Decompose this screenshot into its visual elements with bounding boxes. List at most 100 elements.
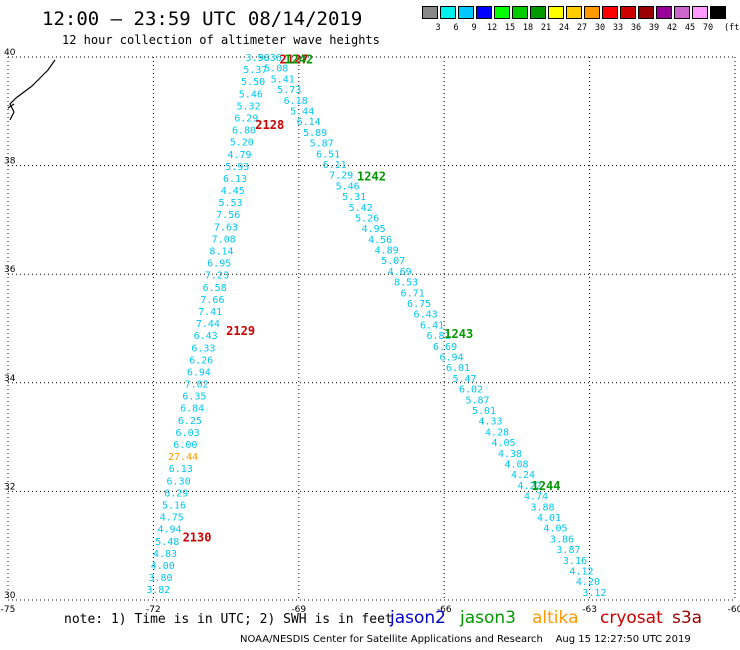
scale-swatch <box>494 6 510 19</box>
track-left-value: 7.41 <box>198 307 222 318</box>
scale-swatch <box>512 6 528 19</box>
scale-unit: (ft) <box>724 23 740 33</box>
track-right-value: 5.36 <box>258 53 282 64</box>
track-left-value: 6.13 <box>169 464 193 475</box>
track-right-value: 6.01 <box>446 363 470 374</box>
y-tick-label: 38 <box>4 157 16 167</box>
track-right-value: 5.47 <box>453 374 477 385</box>
pass-label: 2130 <box>183 531 212 545</box>
track-right-value: 3.86 <box>550 534 574 545</box>
scale-swatch <box>602 6 618 19</box>
track-left-value: 3.82 <box>146 585 170 596</box>
scale-label: 24 <box>558 23 570 33</box>
track-left-value: 5.32 <box>237 101 261 112</box>
track-right-value: 6.71 <box>401 288 425 299</box>
track-right-value: 4.69 <box>388 267 412 278</box>
track-left-value: 6.94 <box>187 367 211 378</box>
scale-swatch <box>620 6 636 19</box>
track-right-value: 4.74 <box>524 492 548 503</box>
track-right-value: 4.56 <box>368 235 392 246</box>
scale-label: 27 <box>576 23 588 33</box>
track-left-value: 3.98 <box>246 53 270 64</box>
track-left-value: 6.13 <box>223 174 247 185</box>
scale-swatch <box>548 6 564 19</box>
track-left-value: 6.80 <box>232 126 256 137</box>
scale-swatch <box>638 6 654 19</box>
track-left-value: 6.35 <box>182 392 206 403</box>
pass-label: 1242 <box>284 53 313 67</box>
x-tick-label: -69 <box>291 605 306 615</box>
track-left-value: 6.03 <box>176 428 200 439</box>
track-left-value: 7.23 <box>205 271 229 282</box>
scale-swatch <box>584 6 600 19</box>
y-tick-label: 30 <box>4 591 16 601</box>
track-right-value: 6.14 <box>297 117 321 128</box>
track-left-value: 6.25 <box>178 416 202 427</box>
track-right-value: 4.05 <box>543 524 567 535</box>
scale-label: 12 <box>486 23 498 33</box>
track-left-value: 27.44 <box>168 452 198 463</box>
scale-label: 6 <box>453 23 459 33</box>
scale-swatch <box>440 6 456 19</box>
track-left-value: 7.66 <box>200 295 224 306</box>
track-right-value: 3.12 <box>582 588 606 599</box>
track-right-value: 5.87 <box>310 139 334 150</box>
track-left-value: 4.83 <box>153 549 177 560</box>
pass-label: 1243 <box>444 327 473 341</box>
scale-swatch <box>476 6 492 19</box>
track-right-value: 4.05 <box>491 438 515 449</box>
track-left-value: 4.00 <box>151 561 175 572</box>
track-left-value: 6.00 <box>173 440 197 451</box>
scale-swatch <box>566 6 582 19</box>
y-tick-label: 36 <box>4 265 16 275</box>
track-left-value: 5.16 <box>162 500 186 511</box>
x-tick-label: -66 <box>437 605 452 615</box>
track-right-value: 4.20 <box>576 577 600 588</box>
legend-jason3: jason3 <box>460 608 516 628</box>
scale-label: 36 <box>630 23 642 33</box>
track-right-value: 6.51 <box>316 149 340 160</box>
track-right-value: 4.08 <box>504 459 528 470</box>
scale-label: 9 <box>471 23 477 33</box>
scale-swatch <box>692 6 708 19</box>
scale-label: 3 <box>435 23 441 33</box>
legend-jason2: jason2 <box>390 608 446 628</box>
pass-label: 1244 <box>532 479 561 493</box>
scale-swatch <box>422 6 438 19</box>
track-right-value: 5.42 <box>349 203 373 214</box>
track-left-value: 6.29 <box>234 113 258 124</box>
track-right-value: 6.75 <box>407 299 431 310</box>
track-left-value: 6.43 <box>194 331 218 342</box>
track-right-value: 6.18 <box>284 96 308 107</box>
track-right-value: 5.87 <box>465 395 489 406</box>
pass-label: 2129 <box>226 324 255 338</box>
track-left-value: 7.44 <box>196 319 220 330</box>
track-left-value: 5.93 <box>225 162 249 173</box>
track-right-value: 5.07 <box>381 256 405 267</box>
track-right-value: 4.89 <box>375 246 399 257</box>
track-right-value: 6.69 <box>433 342 457 353</box>
scale-label: 45 <box>684 23 696 33</box>
credit-footer: NOAA/NESDIS Center for Satellite Applica… <box>240 634 691 645</box>
track-left-value: 4.75 <box>160 513 184 524</box>
track-left-value: 5.20 <box>230 138 254 149</box>
track-right-value: 4.24 <box>511 470 535 481</box>
footnote: note: 1) Time is in UTC; 2) SWH is in fe… <box>64 612 393 627</box>
track-right-value: 3.87 <box>556 545 580 556</box>
track-right-value: 3.16 <box>563 556 587 567</box>
legend-cryosat: cryosat <box>600 608 663 628</box>
scale-swatch <box>656 6 672 19</box>
scale-label: 18 <box>522 23 534 33</box>
track-right-value: 5.08 <box>264 64 288 75</box>
pass-label: 1242 <box>357 169 386 183</box>
track-right-value: 4.33 <box>478 417 502 428</box>
scale-label: 70 <box>702 23 714 33</box>
track-left-value: 8.14 <box>209 247 233 258</box>
track-left-value: 5.37 <box>243 65 267 76</box>
track-right-value: 5.46 <box>336 181 360 192</box>
track-left-value: 6.30 <box>167 476 191 487</box>
track-right-value: 5.01 <box>472 406 496 417</box>
x-tick-label: -60 <box>728 605 740 615</box>
map-subtitle: 12 hour collection of altimeter wave hei… <box>62 33 380 47</box>
